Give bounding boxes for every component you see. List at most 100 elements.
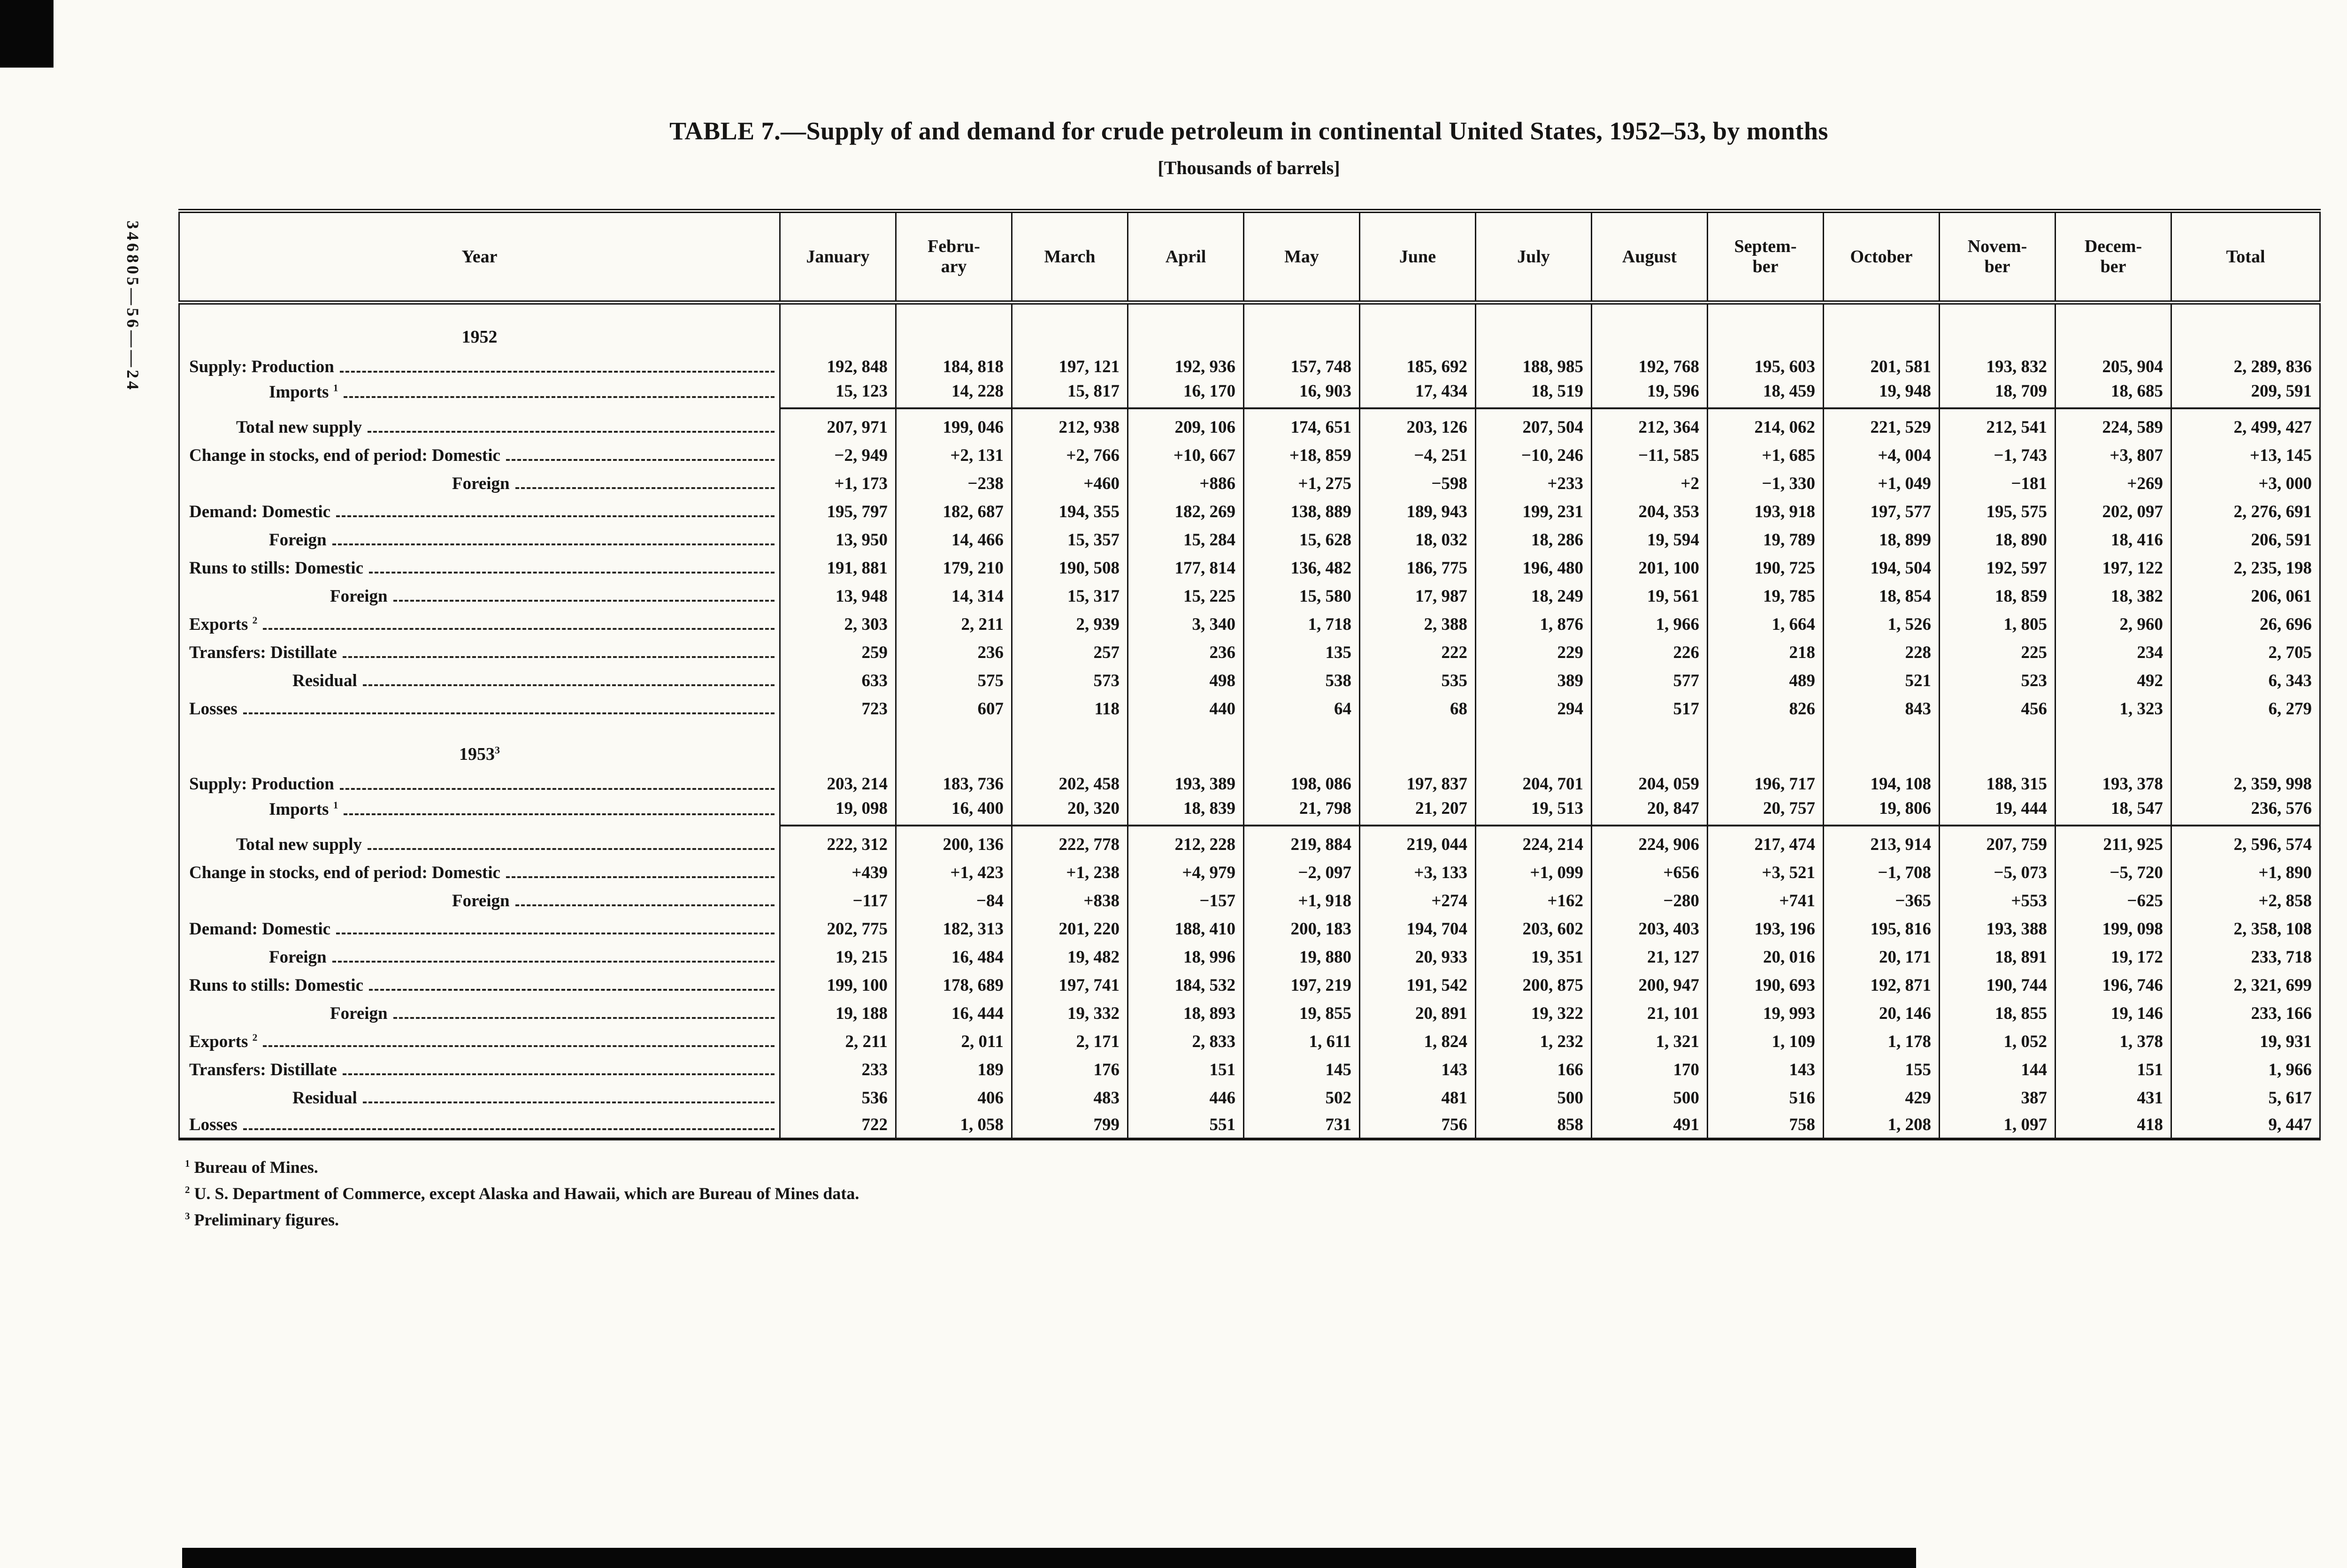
row-label: Residual bbox=[179, 1083, 780, 1111]
value-cell: 202, 775 bbox=[779, 913, 896, 942]
value-cell: −1, 743 bbox=[1939, 440, 2056, 468]
dot-leader bbox=[362, 684, 775, 686]
value-cell: 234 bbox=[2055, 637, 2171, 665]
value-cell: 2, 388 bbox=[1359, 609, 1476, 637]
value-cell: 194, 108 bbox=[1823, 769, 1940, 797]
total-cell: 233, 718 bbox=[2171, 941, 2320, 970]
empty-cell bbox=[1011, 302, 1128, 352]
value-cell: 1, 232 bbox=[1475, 1026, 1592, 1055]
value-cell: 1, 178 bbox=[1823, 1026, 1940, 1055]
value-cell: 21, 101 bbox=[1591, 998, 1708, 1026]
value-cell: 15, 628 bbox=[1243, 524, 1360, 553]
dot-leader bbox=[515, 487, 775, 489]
value-cell: +656 bbox=[1591, 857, 1708, 886]
value-cell: +18, 859 bbox=[1243, 440, 1360, 468]
value-cell: 197, 837 bbox=[1359, 769, 1476, 797]
value-cell: 207, 759 bbox=[1939, 825, 2056, 857]
value-cell: 16, 170 bbox=[1127, 380, 1244, 409]
value-cell: 723 bbox=[779, 693, 896, 722]
value-cell: 18, 382 bbox=[2055, 581, 2171, 609]
value-cell: 15, 225 bbox=[1127, 581, 1244, 609]
value-cell: 498 bbox=[1127, 665, 1244, 694]
value-cell: 19, 188 bbox=[779, 998, 896, 1026]
total-cell: 2, 359, 998 bbox=[2171, 769, 2320, 797]
value-cell: 19, 789 bbox=[1707, 524, 1824, 553]
value-cell: 151 bbox=[1127, 1054, 1244, 1083]
value-cell: −84 bbox=[895, 885, 1012, 914]
footnote: 1 Bureau of Mines. bbox=[185, 1157, 318, 1177]
row-label: Residual bbox=[179, 665, 780, 694]
value-cell: 195, 575 bbox=[1939, 496, 2056, 525]
value-cell: 193, 388 bbox=[1939, 913, 2056, 942]
value-cell: 211, 925 bbox=[2055, 825, 2171, 857]
value-cell: 1, 611 bbox=[1243, 1026, 1360, 1055]
row-label: Total new supply bbox=[179, 826, 780, 857]
total-cell: 6, 343 bbox=[2171, 665, 2320, 694]
value-cell: +1, 918 bbox=[1243, 885, 1360, 914]
empty-cell bbox=[895, 721, 1012, 769]
value-cell: 538 bbox=[1243, 665, 1360, 694]
value-cell: 176 bbox=[1011, 1054, 1128, 1083]
table-row: Demand: Domestic 195, 797 182, 687 194, 355… bbox=[179, 496, 2320, 525]
value-cell: 15, 580 bbox=[1243, 581, 1360, 609]
dot-leader bbox=[263, 1045, 775, 1047]
value-cell: 517 bbox=[1591, 693, 1708, 722]
value-cell: 196, 746 bbox=[2055, 970, 2171, 998]
value-cell: 502 bbox=[1243, 1082, 1360, 1111]
value-cell: 14, 466 bbox=[895, 524, 1012, 553]
value-cell: 1, 664 bbox=[1707, 609, 1824, 637]
value-cell: 188, 410 bbox=[1127, 913, 1244, 942]
value-cell: 257 bbox=[1011, 637, 1128, 665]
total-cell: +3, 000 bbox=[2171, 468, 2320, 497]
value-cell: 18, 416 bbox=[2055, 524, 2171, 553]
value-cell: 2, 939 bbox=[1011, 609, 1128, 637]
value-cell: 16, 400 bbox=[895, 797, 1012, 826]
value-cell: 222 bbox=[1359, 637, 1476, 665]
value-cell: +162 bbox=[1475, 885, 1592, 914]
empty-cell bbox=[1127, 721, 1244, 769]
dot-leader bbox=[393, 599, 775, 602]
value-cell: 199, 100 bbox=[779, 970, 896, 998]
empty-cell bbox=[1359, 302, 1476, 352]
value-cell: +2, 131 bbox=[895, 440, 1012, 468]
value-cell: 18, 859 bbox=[1939, 581, 2056, 609]
value-cell: −117 bbox=[779, 885, 896, 914]
value-cell: 15, 284 bbox=[1127, 524, 1244, 553]
value-cell: 15, 317 bbox=[1011, 581, 1128, 609]
value-cell: 19, 806 bbox=[1823, 797, 1940, 826]
value-cell: 166 bbox=[1475, 1054, 1592, 1083]
value-cell: −157 bbox=[1127, 885, 1244, 914]
col-header: Febru-ary bbox=[895, 211, 1012, 305]
value-cell: 151 bbox=[2055, 1054, 2171, 1083]
value-cell: +741 bbox=[1707, 885, 1824, 914]
row-label: Imports 1 bbox=[179, 380, 780, 408]
table-sheet: TABLE 7.—Supply of and demand for crude … bbox=[178, 116, 2321, 1233]
dot-leader bbox=[515, 904, 775, 906]
value-cell: 575 bbox=[895, 665, 1012, 694]
value-cell: 197, 219 bbox=[1243, 970, 1360, 998]
value-cell: 1, 966 bbox=[1591, 609, 1708, 637]
value-cell: 16, 444 bbox=[895, 998, 1012, 1026]
value-cell: 17, 434 bbox=[1359, 380, 1476, 409]
table-row: Imports 1 19, 098 16, 400 20, 320 18, 839 21,… bbox=[179, 797, 2320, 826]
dot-leader bbox=[336, 515, 775, 517]
value-cell: 188, 985 bbox=[1475, 352, 1592, 380]
value-cell: 20, 146 bbox=[1823, 998, 1940, 1026]
col-header: March bbox=[1011, 211, 1128, 305]
value-cell: 516 bbox=[1707, 1082, 1824, 1111]
col-header: June bbox=[1359, 211, 1476, 305]
value-cell: 2, 960 bbox=[2055, 609, 2171, 637]
value-cell: +274 bbox=[1359, 885, 1476, 914]
value-cell: 1, 805 bbox=[1939, 609, 2056, 637]
value-cell: 205, 904 bbox=[2055, 352, 2171, 380]
value-cell: +3, 521 bbox=[1707, 857, 1824, 886]
value-cell: +1, 275 bbox=[1243, 468, 1360, 497]
value-cell: 196, 717 bbox=[1707, 769, 1824, 797]
value-cell: 195, 816 bbox=[1823, 913, 1940, 942]
table-row: Foreign 19, 188 16, 444 19, 332 18, 893 19, 8… bbox=[179, 998, 2320, 1026]
empty-cell bbox=[1591, 721, 1708, 769]
value-cell: 18, 249 bbox=[1475, 581, 1592, 609]
table-row: Total new supply 207, 971 199, 046 212, 938… bbox=[179, 408, 2320, 440]
dot-leader bbox=[506, 876, 775, 878]
value-cell: 224, 906 bbox=[1591, 825, 1708, 857]
